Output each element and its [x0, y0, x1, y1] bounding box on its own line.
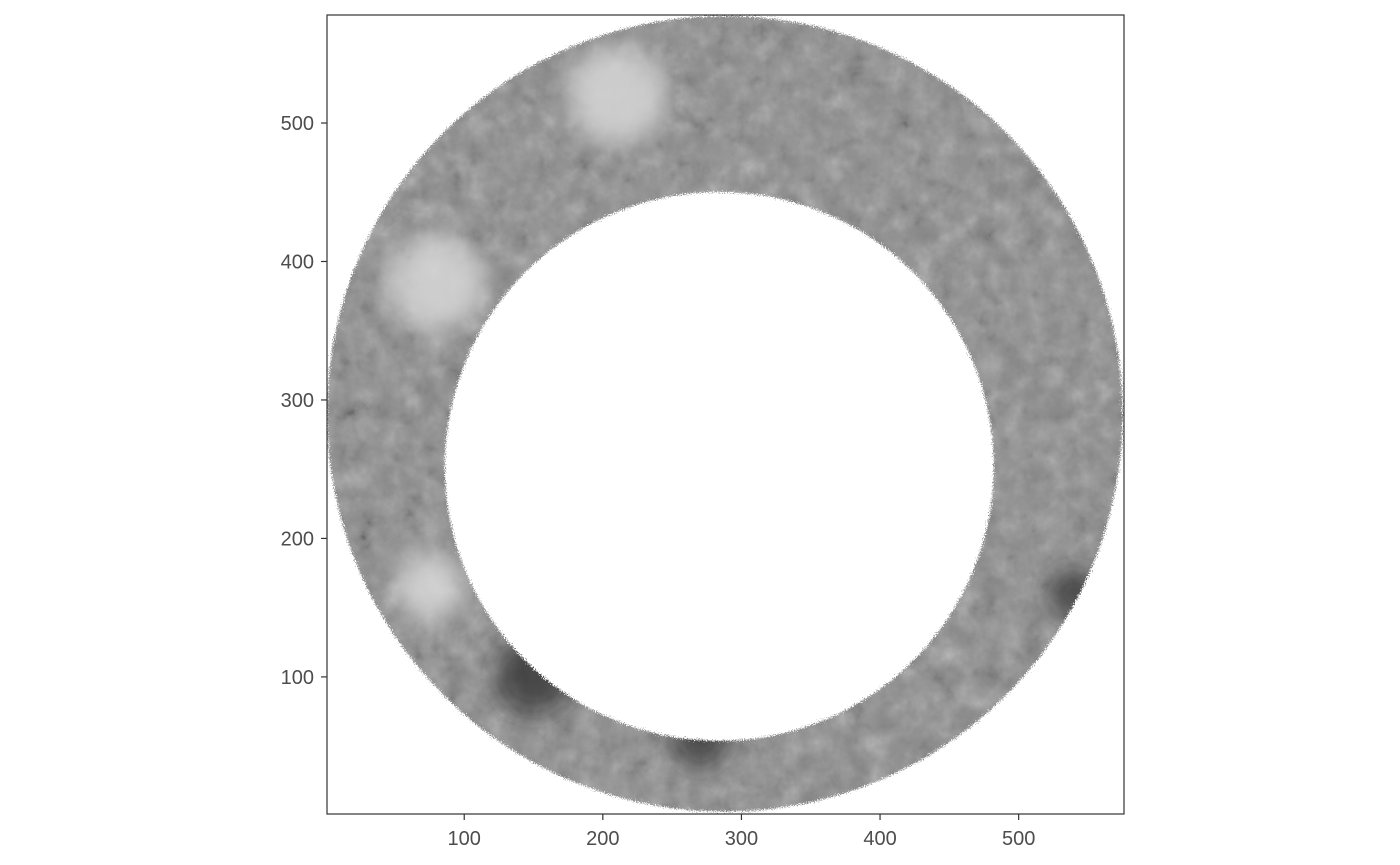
heatmap-ring-texture: [327, 15, 1124, 814]
y-tick-label-500: 500: [281, 113, 314, 135]
x-tick-label-400: 400: [863, 828, 896, 850]
y-tick-label-200: 200: [281, 528, 314, 550]
x-tick-label-200: 200: [586, 828, 619, 850]
x-tick-label-500: 500: [1002, 828, 1035, 850]
heatmap-ring: [327, 15, 1124, 814]
heatmap-bright-regions: [387, 46, 666, 622]
y-tick-label-300: 300: [281, 390, 314, 412]
bright-region-3: [394, 552, 465, 622]
x-axis: 100 200 300 400 500: [448, 814, 1035, 850]
x-tick-label-300: 300: [725, 828, 758, 850]
dark-region-3: [1049, 568, 1100, 619]
y-tick-label-100: 100: [281, 667, 314, 689]
y-axis: 100 200 300 400 500: [281, 113, 327, 689]
y-tick-label-400: 400: [281, 251, 314, 273]
panel-border: [326, 14, 1125, 815]
heatmap-dark-regions: [494, 568, 1100, 767]
bright-region-1: [568, 46, 666, 144]
bright-region-2: [387, 233, 486, 331]
x-tick-label-100: 100: [448, 828, 481, 850]
dark-region-1: [494, 638, 573, 716]
dark-region-2: [672, 711, 728, 767]
